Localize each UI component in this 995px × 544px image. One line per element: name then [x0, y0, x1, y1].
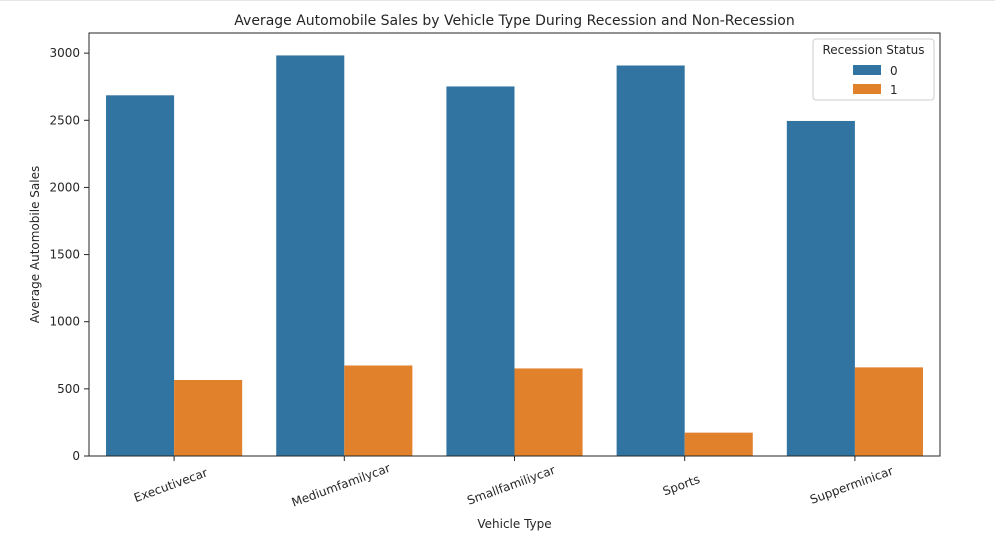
x-tick-label-supperminicar: Supperminicar [808, 464, 895, 507]
bar-sports-series-0 [616, 65, 685, 457]
x-tick-label-executivecar: Executivecar [132, 465, 209, 505]
y-tick-label: 1500 [49, 248, 80, 262]
y-tick-label: 1000 [49, 315, 80, 329]
y-tick-label: 0 [72, 449, 80, 463]
legend-swatch-series-0 [853, 65, 881, 75]
y-tick-label: 3000 [49, 46, 80, 60]
chart-title: Average Automobile Sales by Vehicle Type… [234, 13, 794, 29]
bar-executivecar-series-1 [174, 379, 243, 456]
y-tick-label: 2000 [49, 180, 80, 194]
x-axis-title: Vehicle Type [477, 517, 551, 531]
x-tick-label-smallfamiliycar: Smallfamiliycar [465, 463, 557, 508]
bar-sports-series-1 [684, 432, 753, 456]
y-axis-title: Average Automobile Sales [28, 166, 42, 323]
legend-label-series-1: 1 [890, 83, 898, 97]
bar-smallfamiliycar-series-1 [514, 368, 583, 456]
x-tick-label-mediumfamilycar: Mediumfamilycar [290, 461, 392, 510]
legend: Recession Status 0 1 [812, 38, 935, 101]
legend-title: Recession Status [823, 43, 925, 57]
bar-supperminicar-series-1 [854, 367, 923, 456]
legend-swatch-series-1 [853, 84, 881, 94]
legend-label-series-0: 0 [890, 64, 898, 78]
plot-area: 0 500 1000 1500 2000 2500 3000 Executivecar Medi… [49, 32, 941, 510]
x-tick-label-sports: Sports [661, 472, 702, 498]
bar-mediumfamilycar-series-0 [276, 55, 345, 456]
y-tick-label: 500 [57, 382, 80, 396]
bar-supperminicar-series-0 [786, 120, 855, 456]
top-border [0, 0, 995, 1]
y-tick-label: 2500 [49, 113, 80, 127]
bar-mediumfamilycar-series-1 [344, 365, 413, 456]
bar-executivecar-series-0 [106, 95, 175, 457]
bar-smallfamiliycar-series-0 [446, 86, 515, 457]
